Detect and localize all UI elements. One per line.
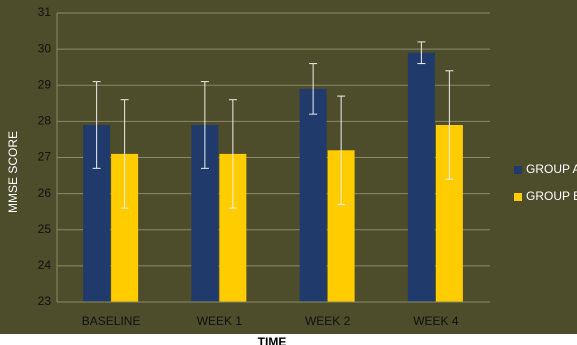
y-tick-label: 24 (38, 258, 52, 272)
y-tick-label: 28 (38, 114, 52, 128)
x-tick-label: WEEK 1 (197, 314, 243, 328)
y-tick-label: 30 (38, 41, 52, 55)
y-tick-label: 26 (38, 186, 52, 200)
legend-label: GROUP A (526, 162, 577, 176)
x-tick-label: BASELINE (82, 314, 141, 328)
x-tick-label: WEEK 4 (413, 314, 459, 328)
x-tick-label: WEEK 2 (305, 314, 351, 328)
x-axis-label: TIME (258, 335, 287, 345)
y-tick-label: 31 (38, 5, 52, 19)
bar (299, 88, 327, 302)
y-tick-label: 25 (38, 222, 52, 236)
y-tick-label: 27 (38, 150, 52, 164)
bar (407, 52, 435, 302)
y-tick-label: 23 (38, 294, 52, 308)
y-axis-label: MMSE SCORE (6, 131, 20, 213)
legend-label: GROUP B (526, 189, 577, 203)
legend-swatch (514, 166, 522, 174)
y-tick-label: 29 (38, 77, 52, 91)
legend-swatch (514, 193, 522, 201)
